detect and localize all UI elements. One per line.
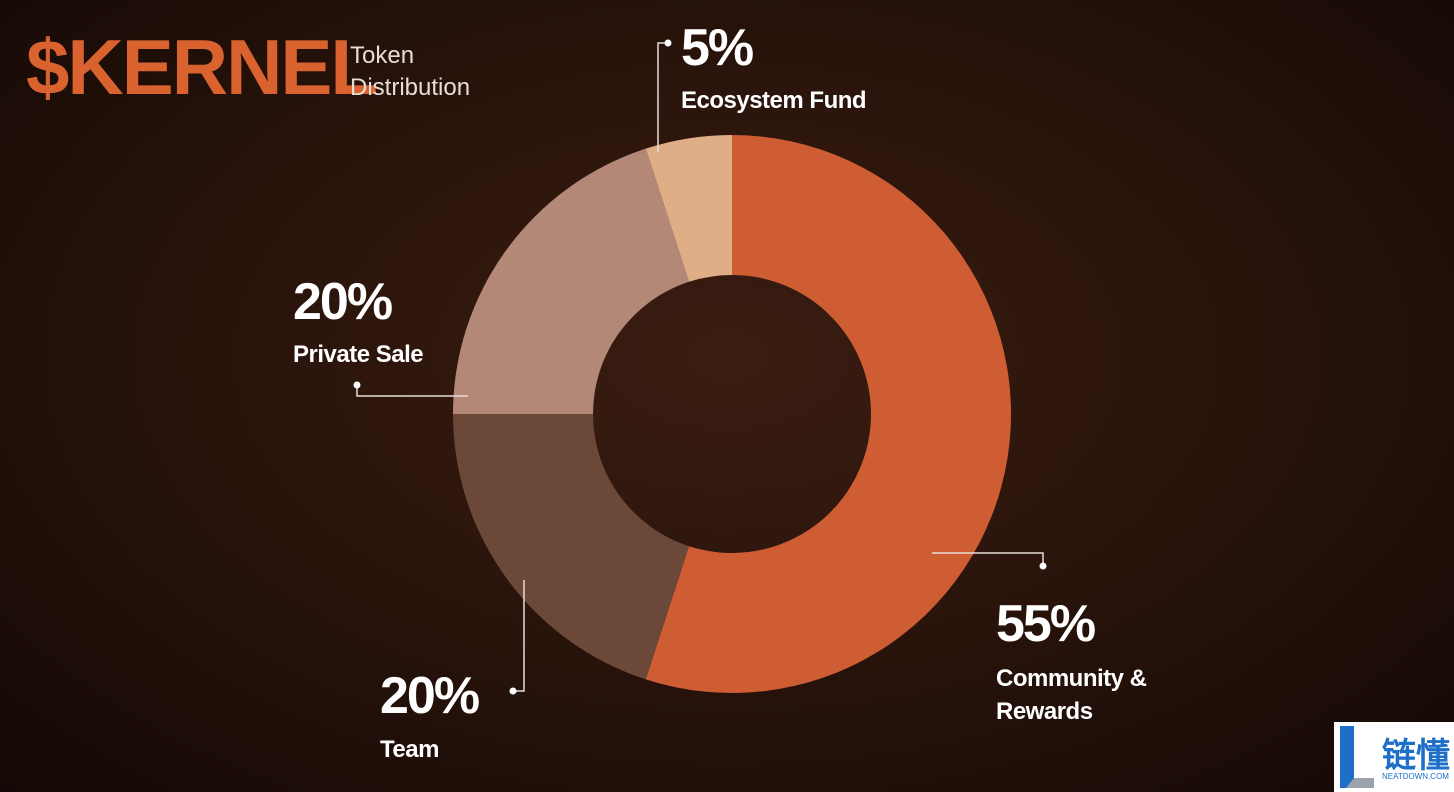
leader-dot (664, 39, 672, 47)
chart-title: $KERNEL (26, 23, 378, 111)
chart-subtitle: Token Distribution (350, 42, 471, 101)
category-label: Private Sale (293, 341, 424, 368)
leader-line (513, 580, 525, 692)
donut-slice (453, 148, 690, 415)
leader-dots (353, 39, 1047, 695)
donut-slice (645, 135, 1011, 693)
category-label: Team (380, 736, 439, 763)
value-label: 55% (996, 595, 1096, 653)
category-label: Ecosystem Fund (681, 87, 867, 114)
category-label: Community & Rewards (996, 665, 1147, 725)
watermark: 链懂 NEATDOWN.COM (1334, 722, 1454, 792)
watermark-subtext: NEATDOWN.COM (1382, 772, 1449, 781)
value-label: 20% (380, 667, 480, 725)
leader-dot (509, 687, 517, 695)
leader-line (932, 552, 1044, 566)
leader-line (356, 385, 468, 397)
donut-slice (645, 135, 732, 282)
leader-dot (1039, 562, 1047, 570)
watermark-logo (1340, 726, 1374, 788)
leader-lines (356, 42, 1044, 692)
value-label: 20% (293, 273, 393, 331)
leader-line (657, 42, 668, 152)
leader-dot (353, 381, 361, 389)
watermark-text: 链懂 (1382, 737, 1450, 775)
donut-slice (453, 414, 690, 680)
value-label: 5% (681, 19, 754, 77)
